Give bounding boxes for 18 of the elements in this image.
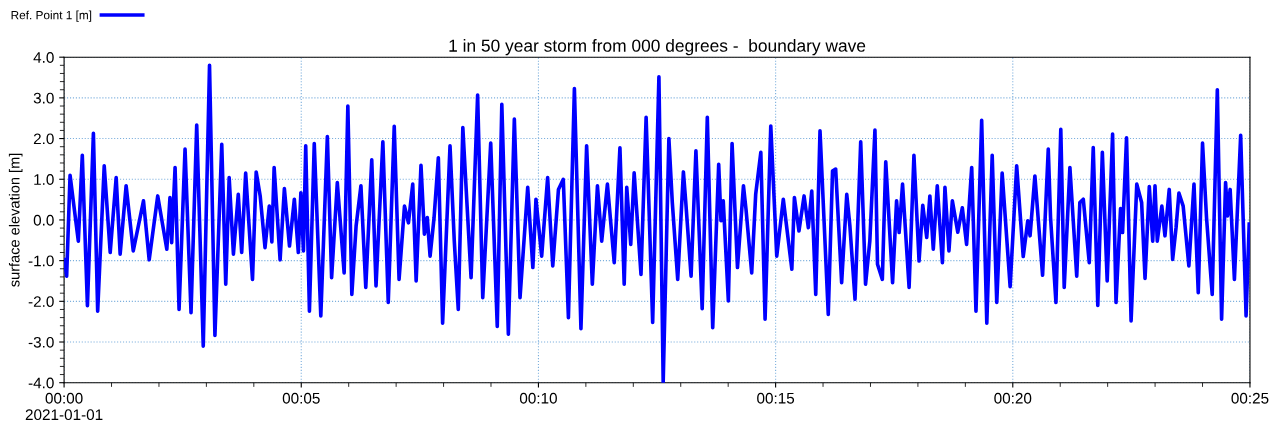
legend-label: Ref. Point 1 [m] [11,10,92,22]
y-tick-label: 2.0 [33,133,54,145]
y-tick-label: 4.0 [33,52,54,63]
x-tick-label: 00:15 [757,392,795,404]
x-tick-label: 00:00 2021-01-01 [25,392,103,421]
y-tick-label: -2.0 [28,296,54,308]
x-tick-label: 00:20 [994,392,1032,404]
y-axis-title: surface elevation [m] [8,153,23,287]
x-tick-label: 00:10 [519,392,557,404]
y-tick-label: -4.0 [28,377,54,389]
y-tick-label: -1.0 [28,255,54,267]
x-tick-label: 00:05 [282,392,320,404]
x-tick-label: 00:25 [1231,392,1269,404]
y-tick-label: 3.0 [33,92,54,104]
chart-title: 1 in 50 year storm from 000 degrees - boundary wave [449,39,866,56]
y-tick-label: 1.0 [34,174,54,185]
y-tick-label: -3.0 [28,336,54,348]
y-tick-label: 0.0 [33,214,54,226]
